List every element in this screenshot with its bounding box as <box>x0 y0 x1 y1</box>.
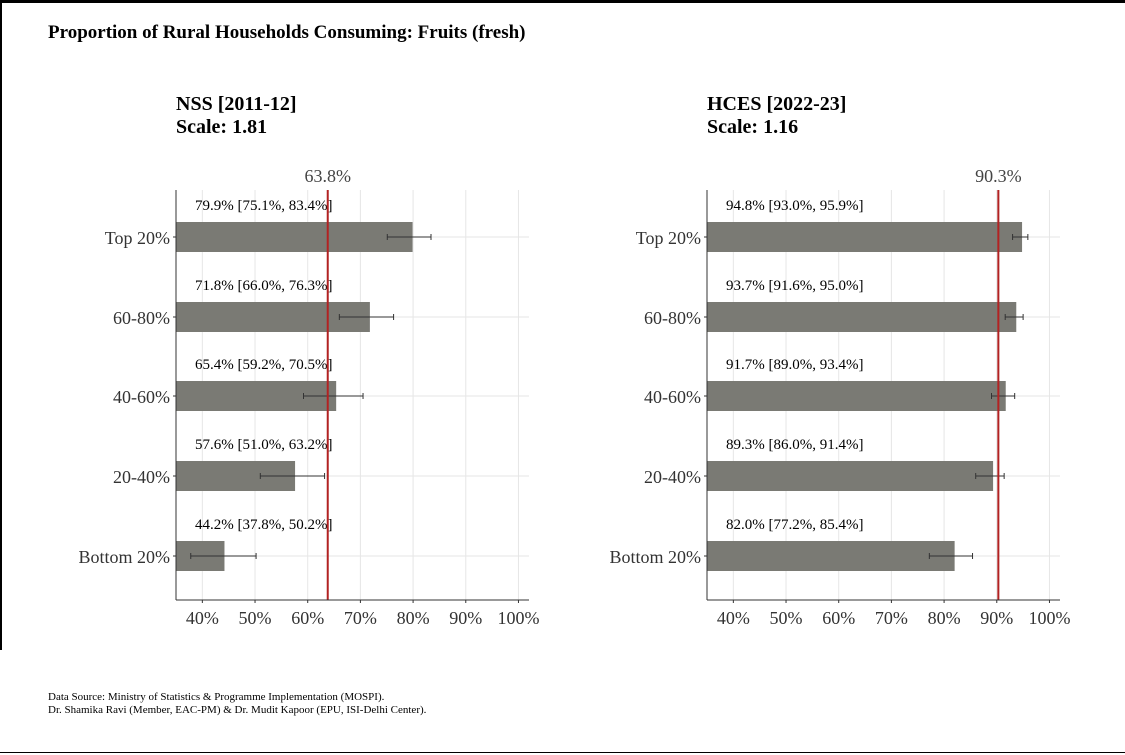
panel1-bar-1 <box>176 302 370 332</box>
panel1-category-label-2: 40-60% <box>113 387 170 407</box>
panel2-x-tick-label-80: 80% <box>928 608 961 628</box>
panel2-data-label-2: 91.7% [89.0%, 93.4%] <box>726 357 863 373</box>
panel1-data-label-3: 57.6% [51.0%, 63.2%] <box>195 437 332 453</box>
panel1-category-label-4: Bottom 20% <box>78 547 170 567</box>
panel2-data-label-3: 89.3% [86.0%, 91.4%] <box>726 437 863 453</box>
panel2-category-label-4: Bottom 20% <box>609 547 701 567</box>
panel2-x-tick-label-40: 40% <box>717 608 750 628</box>
panel1-subtitle: Scale: 1.81 <box>176 116 267 138</box>
chart-main-title: Proportion of Rural Households Consuming… <box>48 22 526 43</box>
frame-left-border <box>0 0 2 650</box>
panel2-category-label-2: 40-60% <box>644 387 701 407</box>
panel2-bar-1 <box>707 302 1017 332</box>
source-line-2: Dr. Shamika Ravi (Member, EAC-PM) & Dr. … <box>48 704 427 716</box>
panel2-x-tick-label-100: 100% <box>1028 608 1070 628</box>
panel2-x-tick-label-60: 60% <box>822 608 855 628</box>
panel1-x-tick-label-90: 90% <box>449 608 482 628</box>
data-source-note: Data Source: Ministry of Statistics & Pr… <box>48 691 426 717</box>
panel1-category-label-1: 60-80% <box>113 308 170 328</box>
panel1-x-tick-label-60: 60% <box>291 608 324 628</box>
panel2-subtitle: Scale: 1.16 <box>707 116 798 138</box>
panel2-bar-0 <box>707 222 1023 252</box>
panel2-category-label-0: Top 20% <box>636 228 701 248</box>
panel1-x-tick-label-40: 40% <box>186 608 219 628</box>
panel1-data-label-1: 71.8% [66.0%, 76.3%] <box>195 278 332 294</box>
panel2-x-tick-label-50: 50% <box>770 608 803 628</box>
panel2-category-label-3: 20-40% <box>644 467 701 487</box>
panel2-bar-3 <box>707 461 994 491</box>
panel1-reference-label: 63.8% <box>304 166 351 186</box>
panel1-title: NSS [2011-12] <box>176 93 297 115</box>
panel2-bar-2 <box>707 381 1006 411</box>
panel2-data-label-0: 94.8% [93.0%, 95.9%] <box>726 198 863 214</box>
panel1-x-tick-label-70: 70% <box>344 608 377 628</box>
panel2-x-tick-label-70: 70% <box>875 608 908 628</box>
panel1-x-tick-label-80: 80% <box>397 608 430 628</box>
panel1-data-label-4: 44.2% [37.8%, 50.2%] <box>195 517 332 533</box>
panel2-data-label-4: 82.0% [77.2%, 85.4%] <box>726 517 863 533</box>
panel1-x-tick-label-100: 100% <box>497 608 539 628</box>
panel1-x-tick-label-50: 50% <box>239 608 272 628</box>
panel2-data-label-1: 93.7% [91.6%, 95.0%] <box>726 278 863 294</box>
panel1-category-label-0: Top 20% <box>105 228 170 248</box>
panel2-reference-label: 90.3% <box>975 166 1022 186</box>
source-line-1: Data Source: Ministry of Statistics & Pr… <box>48 691 385 703</box>
panel1-category-label-3: 20-40% <box>113 467 170 487</box>
panel2-title: HCES [2022-23] <box>707 93 846 115</box>
panel2-category-label-1: 60-80% <box>644 308 701 328</box>
panel1-data-label-0: 79.9% [75.1%, 83.4%] <box>195 198 332 214</box>
panel1-bar-0 <box>176 222 413 252</box>
frame-top-border <box>0 0 1125 3</box>
panel2-bar-4 <box>707 541 955 571</box>
panel2-x-tick-label-90: 90% <box>980 608 1013 628</box>
frame-bottom-border <box>0 752 1125 753</box>
panel1-data-label-2: 65.4% [59.2%, 70.5%] <box>195 357 332 373</box>
